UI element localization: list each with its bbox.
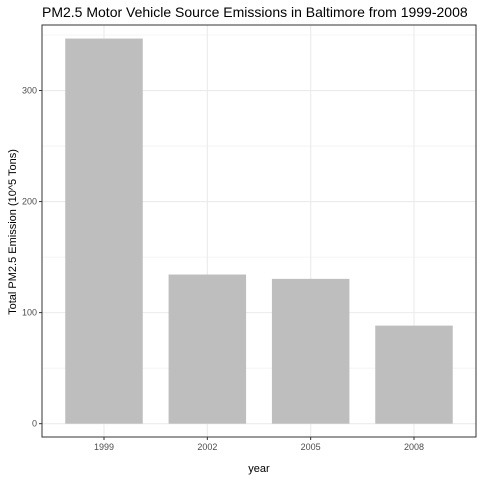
x-axis-title: year <box>248 463 270 475</box>
y-axis-title: Total PM2.5 Emission (10^5 Tons) <box>7 149 19 315</box>
y-tick-label: 300 <box>22 86 37 96</box>
y-tick-label: 200 <box>22 197 37 207</box>
bar-1999 <box>65 38 143 424</box>
bar-2005 <box>271 278 350 424</box>
bars <box>65 38 453 424</box>
y-tick-label: 100 <box>22 308 37 318</box>
y-tick-label: 0 <box>32 419 37 429</box>
x-tick-label: 1999 <box>94 442 114 452</box>
panel-border <box>41 24 477 438</box>
bar-2002 <box>168 274 247 424</box>
bar-2008 <box>375 325 453 424</box>
x-tick-label: 2005 <box>301 442 321 452</box>
chart-title: PM2.5 Motor Vehicle Source Emissions in … <box>42 4 468 20</box>
y-axis: 0 100 200 300 <box>22 86 42 429</box>
x-tick-label: 2008 <box>404 442 424 452</box>
x-tick-label: 2002 <box>197 442 217 452</box>
x-axis: 1999 2002 2005 2008 <box>94 437 424 452</box>
